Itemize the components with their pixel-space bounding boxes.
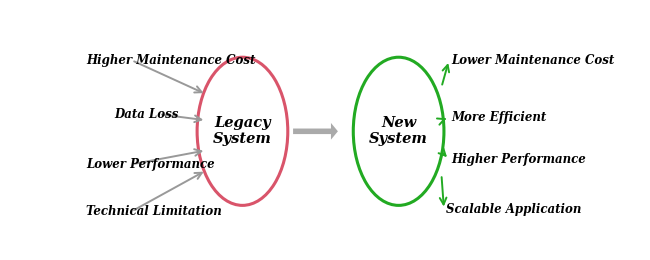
Text: Higher Maintenance Cost: Higher Maintenance Cost [86, 54, 255, 67]
Text: Scalable Application: Scalable Application [447, 203, 582, 216]
Text: Lower Performance: Lower Performance [86, 158, 215, 171]
Text: Data Loss: Data Loss [114, 108, 178, 121]
Text: Legacy
System: Legacy System [213, 116, 272, 146]
Text: Technical Limitation: Technical Limitation [86, 205, 222, 218]
Text: Lower Maintenance Cost: Lower Maintenance Cost [452, 54, 615, 67]
Text: New
System: New System [369, 116, 428, 146]
Text: Higher Performance: Higher Performance [452, 153, 586, 166]
Text: More Efficient: More Efficient [452, 111, 547, 124]
